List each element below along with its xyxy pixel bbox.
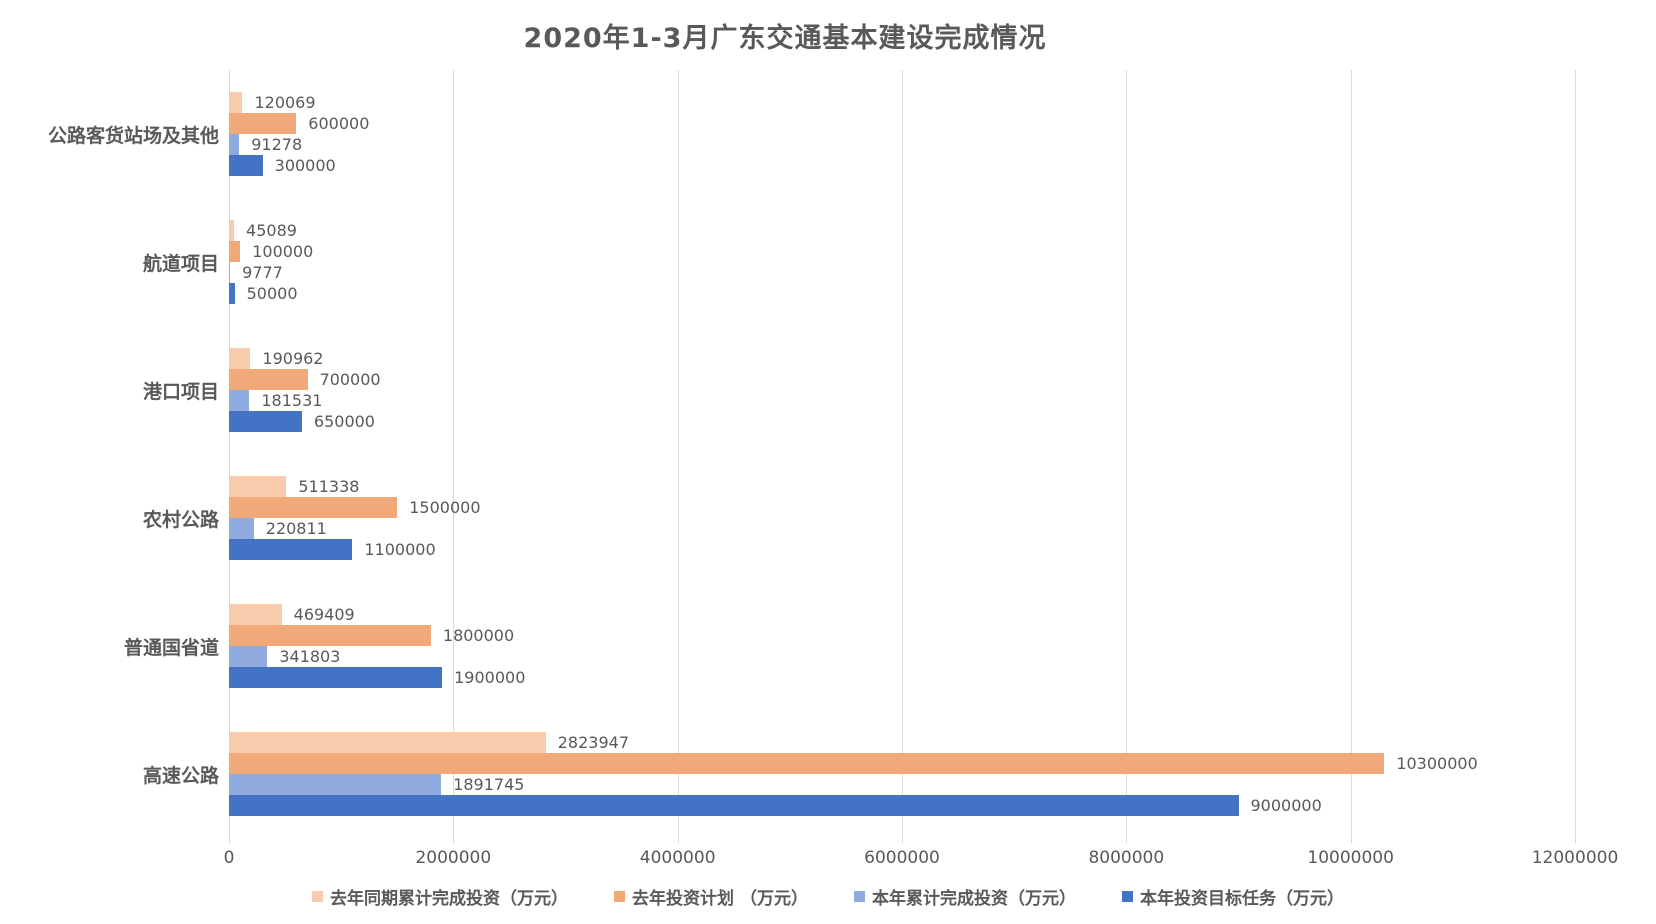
legend-item: 去年投资计划 （万元） — [614, 884, 808, 909]
bar-value-label: 1500000 — [409, 498, 481, 517]
legend-item: 本年投资目标任务（万元） — [1121, 884, 1344, 909]
legend-label: 去年投资计划 （万元） — [632, 889, 808, 909]
bar-value-label: 190962 — [262, 349, 324, 368]
bar-value-label: 10300000 — [1396, 754, 1478, 773]
bar-value-label: 220811 — [265, 519, 327, 538]
bar-group: 45089 100000 9777 50000 — [229, 198, 1575, 326]
bar-value-label: 45089 — [246, 221, 297, 240]
bar — [229, 113, 297, 134]
legend-color-swatch-icon — [1121, 891, 1133, 902]
legend-item: 本年累计完成投资（万元） — [853, 884, 1076, 909]
bar-value-label: 1891745 — [453, 775, 525, 794]
bar-value-label: 469409 — [293, 605, 355, 624]
x-tick-label: 8000000 — [1088, 848, 1165, 868]
bar-value-label: 700000 — [319, 370, 381, 389]
gridline — [229, 70, 230, 843]
bar — [229, 539, 353, 560]
bar-group: 469409 1800000 341803 1900000 — [229, 582, 1575, 710]
bar — [229, 625, 431, 646]
bar — [229, 220, 235, 241]
category-label: 公路客货站场及其他 — [47, 125, 219, 147]
bar — [229, 646, 268, 667]
x-tick-label: 0 — [223, 848, 235, 868]
legend-label: 本年累计完成投资（万元） — [871, 889, 1076, 909]
bar-value-label: 120069 — [254, 93, 316, 112]
x-tick-label: 10000000 — [1307, 848, 1394, 868]
bar-group: 120069 600000 91278 300000 — [229, 70, 1575, 198]
legend-color-swatch-icon — [614, 891, 626, 902]
chart-title: 2020年1-3月广东交通基本建设完成情况 — [523, 23, 1047, 54]
legend-color-swatch-icon — [312, 891, 324, 902]
legend-color-swatch-icon — [853, 891, 865, 902]
x-tick-label: 4000000 — [639, 848, 716, 868]
x-tick-label: 6000000 — [864, 848, 940, 868]
gridline — [453, 70, 455, 843]
gridline — [1126, 70, 1128, 843]
bar-value-label: 9000000 — [1250, 796, 1322, 815]
plot-area: 120069 600000 91278 300000 45089 100000 9777 50… — [229, 70, 1576, 843]
bar — [229, 795, 1239, 816]
legend: 去年同期累计完成投资（万元） 去年投资计划 （万元） 本年累计完成投资（万元） 本年投… — [0, 884, 1656, 909]
category-label: 农村公路 — [142, 509, 219, 531]
legend-item: 去年同期累计完成投资（万元） — [312, 884, 568, 909]
bar-value-label: 511338 — [298, 477, 360, 496]
bar — [229, 774, 442, 795]
legend-label: 去年同期累计完成投资（万元） — [330, 889, 569, 909]
bar — [229, 369, 308, 390]
bar-value-label: 1100000 — [364, 540, 436, 559]
bar-value-label: 1800000 — [442, 626, 515, 645]
bar-value-label: 300000 — [274, 156, 336, 175]
category-label: 高速公路 — [142, 765, 219, 787]
bar-value-label: 9777 — [242, 263, 283, 282]
bar — [229, 241, 241, 262]
bar-value-label: 600000 — [308, 114, 370, 133]
bar-group: 2823947 10300000 1891745 9000000 — [229, 710, 1575, 838]
bar — [229, 476, 287, 497]
bar — [229, 411, 302, 432]
gridline — [677, 70, 679, 843]
bar — [229, 283, 235, 304]
bar — [229, 390, 250, 411]
gridline — [1575, 70, 1576, 843]
legend-label: 本年投资目标任务（万元） — [1139, 889, 1344, 909]
bar-value-label: 181531 — [261, 391, 323, 410]
bar — [229, 155, 263, 176]
category-label: 普通国省道 — [123, 637, 219, 659]
bar — [229, 134, 240, 155]
bar-value-label: 1900000 — [454, 668, 526, 687]
bar — [229, 262, 231, 283]
bar-value-label: 341803 — [279, 647, 341, 666]
bar-value-label: 650000 — [313, 412, 375, 431]
bar-group: 511338 1500000 220811 1100000 — [229, 454, 1575, 582]
gridline — [902, 70, 903, 843]
category-label: 港口项目 — [142, 381, 219, 403]
bar — [229, 753, 1385, 774]
bar — [229, 92, 243, 113]
gridline — [1350, 70, 1352, 843]
bar — [229, 497, 398, 518]
bar-value-label: 100000 — [252, 242, 314, 261]
x-tick-label: 2000000 — [415, 848, 492, 868]
bar — [229, 732, 546, 753]
x-tick-label: 12000000 — [1531, 848, 1619, 868]
category-label: 航道项目 — [142, 253, 219, 275]
bar-value-label: 91278 — [251, 135, 303, 154]
bar — [229, 604, 282, 625]
bar — [229, 348, 251, 369]
bar-value-label: 2823947 — [557, 733, 630, 752]
bar — [229, 667, 443, 688]
bar-value-label: 50000 — [246, 284, 298, 303]
bar-group: 190962 700000 181531 650000 — [229, 326, 1575, 454]
bar — [229, 518, 254, 539]
